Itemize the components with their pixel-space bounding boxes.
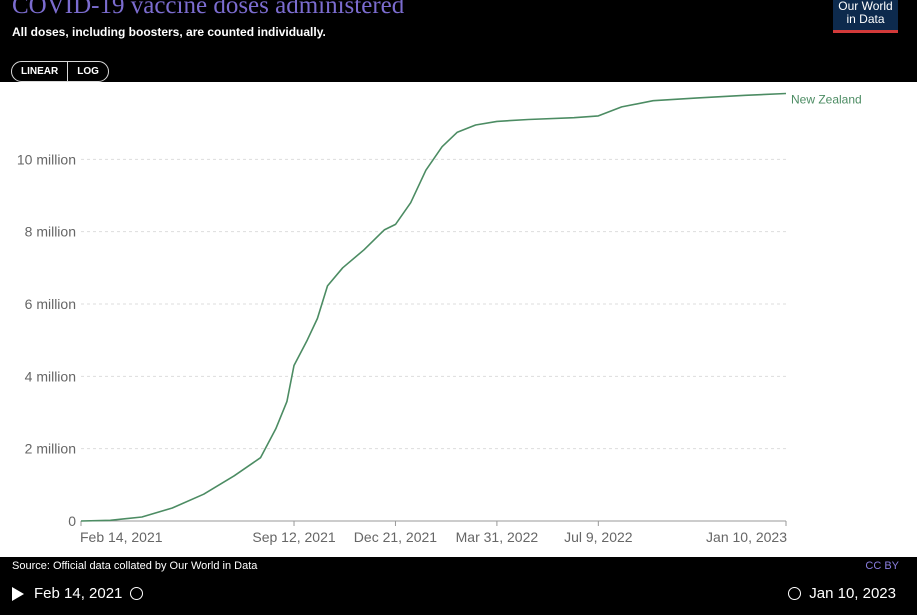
chart-subtitle: All doses, including boosters, are count… <box>12 25 326 39</box>
timeline-end-label: Jan 10, 2023 <box>809 585 896 602</box>
x-tick-label: Jul 9, 2022 <box>564 529 633 545</box>
timeline: Feb 14, 2021 Jan 10, 2023 <box>12 585 902 605</box>
x-tick-label: Feb 14, 2021 <box>80 529 163 545</box>
x-tick-label: Dec 21, 2021 <box>354 529 437 545</box>
scale-toggle: LINEAR LOG <box>11 61 109 82</box>
y-tick-label: 0 <box>68 513 76 529</box>
series-line-new-zealand <box>80 92 787 522</box>
source-note: Source: Official data collated by Our Wo… <box>12 560 258 572</box>
license-link[interactable]: CC BY <box>865 560 899 572</box>
y-tick-label: 2 million <box>25 441 76 457</box>
y-tick-label: 6 million <box>25 296 76 312</box>
play-icon[interactable] <box>12 587 24 601</box>
plot-area: 0 2 million 4 million 6 million 8 million 10 … <box>0 82 917 557</box>
x-tick-label: Mar 31, 2022 <box>456 529 539 545</box>
line-chart[interactable]: 0 2 million 4 million 6 million 8 million 10 … <box>0 82 917 557</box>
timeline-start-label: Feb 14, 2021 <box>34 585 123 602</box>
timeline-start-handle[interactable] <box>130 587 143 600</box>
y-tick-label: 8 million <box>25 224 76 240</box>
chart-title: COVID-19 vaccine doses administered <box>12 0 405 19</box>
y-tick-label: 4 million <box>25 368 76 384</box>
logo-text-line1: Our World <box>838 0 893 13</box>
y-tick-label: 10 million <box>17 151 76 167</box>
owid-logo[interactable]: Our World in Data <box>833 0 898 33</box>
linear-scale-button[interactable]: LINEAR <box>21 66 59 77</box>
x-tick-label: Sep 12, 2021 <box>252 529 336 545</box>
series-label-new-zealand: New Zealand <box>791 93 862 107</box>
timeline-end-handle[interactable] <box>788 587 801 600</box>
x-tick-label: Jan 10, 2023 <box>706 529 787 545</box>
logo-text-line2: in Data <box>846 12 885 26</box>
log-scale-button[interactable]: LOG <box>67 62 108 81</box>
